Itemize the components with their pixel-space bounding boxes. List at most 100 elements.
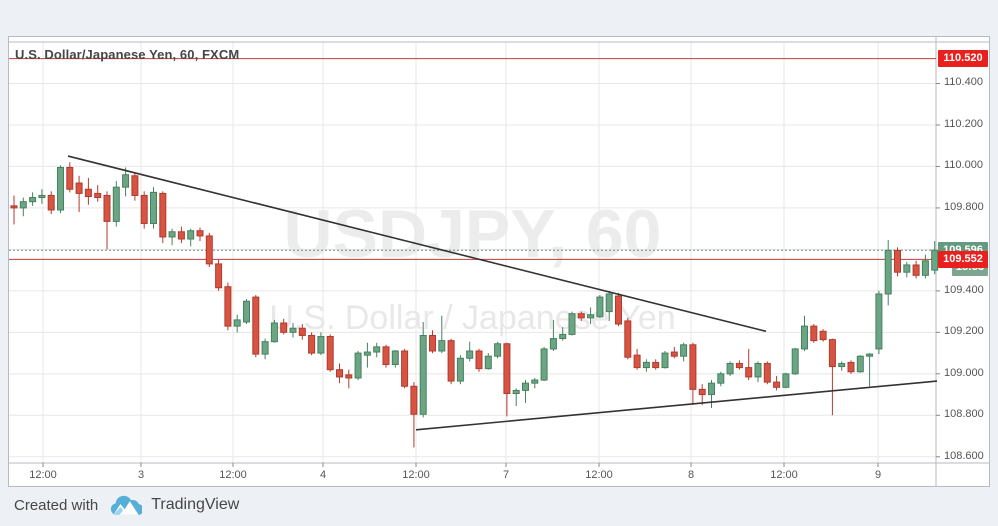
candle-body (875, 293, 883, 350)
candle-body (215, 263, 223, 289)
candle-body (429, 334, 436, 352)
candle-body (559, 333, 567, 340)
time-label: 7 (502, 469, 510, 481)
chart-panel: USDJPY, 60 U.S. Dollar / Japanese Yen U.… (8, 36, 990, 487)
time-label: 12:00 (770, 469, 798, 481)
symbol-legend: U.S. Dollar/Japanese Yen, 60, FXCM (15, 47, 240, 62)
candle-body (122, 174, 130, 188)
candle-body (903, 264, 911, 273)
candle-body (298, 327, 306, 336)
candle-body (531, 379, 539, 384)
candle-body (726, 362, 734, 375)
candle-body (931, 249, 939, 271)
time-label: 3 (137, 469, 145, 481)
candle-body (494, 343, 502, 357)
candle-body (47, 194, 55, 211)
footer: Created with TradingView (14, 494, 239, 516)
price-label: 108.800 (944, 408, 984, 421)
candle-body (270, 322, 278, 343)
candle-body (19, 201, 27, 209)
candle-body (615, 295, 622, 325)
candle-body (177, 231, 185, 240)
candle-body (884, 249, 892, 295)
candle-body (401, 350, 409, 387)
candle-body (698, 388, 706, 396)
tradingview-link[interactable]: TradingView (151, 496, 240, 513)
candle-body (112, 186, 120, 222)
candle-body (838, 362, 846, 368)
candle-body (921, 260, 929, 276)
candle-body (540, 348, 548, 381)
candle-body (745, 367, 753, 378)
candle-body (159, 192, 167, 238)
trend-line (415, 380, 938, 431)
candle-body (708, 382, 715, 396)
candle-body (345, 374, 353, 379)
candle-body (484, 355, 492, 370)
candle-body (326, 335, 334, 371)
price-label: 109.200 (944, 325, 984, 338)
candle-body (280, 322, 288, 333)
candle-body (689, 344, 697, 390)
time-label: 9 (874, 469, 882, 481)
candle-body (38, 194, 46, 199)
candle-body (847, 361, 855, 373)
candle-body (894, 249, 901, 273)
candle-body (196, 230, 204, 237)
candle-body (670, 351, 678, 357)
price-label: 109.400 (944, 283, 984, 296)
price-label: 110.200 (944, 117, 983, 130)
alert-price-badge: 110.520 (938, 50, 988, 68)
candle-body (642, 361, 650, 369)
candle-body (131, 175, 139, 196)
candle-body (522, 382, 529, 391)
candle-body (382, 346, 390, 365)
candle-body (680, 344, 688, 357)
candle-body (475, 350, 483, 370)
candle-body (754, 362, 762, 378)
created-with-label: Created with (14, 496, 99, 514)
time-label: 12:00 (585, 469, 613, 481)
candle-body (633, 354, 641, 369)
time-label: 4 (319, 469, 327, 481)
candle-body (187, 230, 195, 240)
candle-body (410, 385, 418, 415)
candle-body (652, 361, 660, 369)
candle-body (84, 188, 92, 198)
candle-body (596, 296, 604, 318)
price-axis[interactable]: 110.400 110.200 110.000 109.800 109.400 109.2… (937, 37, 989, 486)
candle-body (466, 350, 474, 359)
time-label: 12:00 (29, 469, 57, 481)
candle-body (168, 231, 176, 238)
candle-body (503, 343, 511, 395)
time-label: 12:00 (402, 469, 430, 481)
candle-body (856, 355, 864, 373)
candle-body (10, 205, 18, 209)
candle-body (57, 166, 64, 211)
candle-body (735, 362, 743, 369)
candle-body (419, 334, 427, 415)
candle-body (456, 357, 464, 382)
candle-body (447, 340, 455, 382)
time-label: 8 (687, 469, 695, 481)
time-axis[interactable]: 12:00 3 12:00 4 12:00 7 12:00 8 12:00 9 (9, 464, 936, 486)
candle-body (866, 353, 874, 357)
price-chart[interactable] (9, 37, 989, 486)
candle-body (75, 182, 83, 194)
candle-body (624, 320, 632, 358)
candle-body (94, 192, 102, 199)
candle-body (912, 264, 920, 276)
trend-line (67, 155, 767, 333)
candle-body (66, 166, 74, 190)
candle-body (29, 197, 37, 203)
candle-body (605, 293, 613, 313)
time-label: 12:00 (219, 469, 247, 481)
candle-body (801, 325, 808, 350)
tradingview-logo-icon (111, 495, 143, 515)
candle-body (661, 352, 669, 369)
candle-body (363, 351, 371, 356)
price-label: 108.600 (944, 449, 984, 462)
candle-body (317, 335, 325, 354)
candle-body (308, 334, 316, 354)
candle-body (243, 300, 250, 323)
